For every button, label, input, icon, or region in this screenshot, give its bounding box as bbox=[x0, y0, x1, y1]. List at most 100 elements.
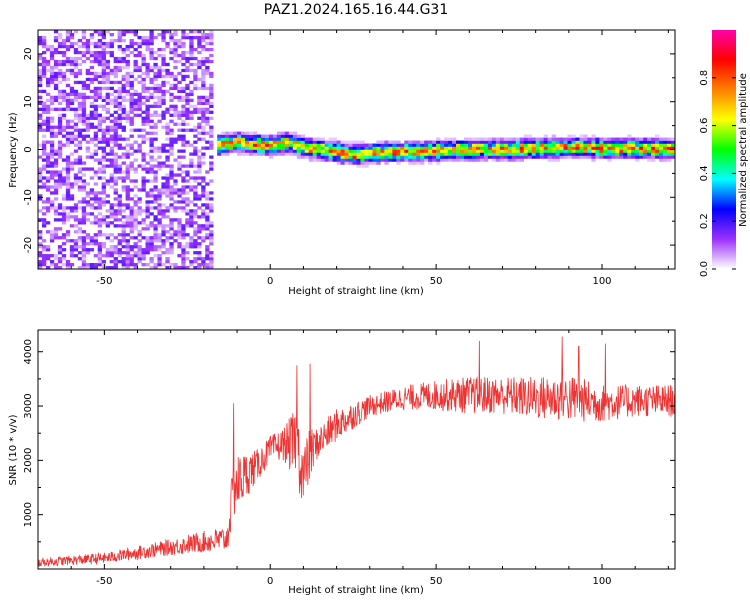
heatmap-cell bbox=[81, 128, 87, 132]
heatmap-cell bbox=[81, 173, 87, 177]
heatmap-cell bbox=[97, 104, 102, 108]
heatmap-cell bbox=[392, 143, 397, 147]
heatmap-cell bbox=[559, 137, 564, 141]
heatmap-cell bbox=[121, 83, 126, 88]
heatmap-cell bbox=[647, 152, 652, 156]
heatmap-cell bbox=[81, 44, 87, 49]
heatmap-cell bbox=[77, 101, 83, 105]
heatmap-cell bbox=[57, 227, 63, 231]
heatmap-cell bbox=[193, 239, 198, 243]
heatmap-cell bbox=[384, 158, 389, 162]
heatmap-cell bbox=[101, 149, 106, 153]
heatmap-cell bbox=[173, 206, 178, 210]
heatmap-cell bbox=[543, 143, 548, 147]
heatmap-cell bbox=[193, 209, 198, 213]
heatmap-cell bbox=[185, 128, 190, 132]
heatmap-cell bbox=[133, 101, 138, 105]
heatmap-cell bbox=[651, 146, 656, 150]
heatmap-cell bbox=[77, 155, 83, 159]
heatmap-cell bbox=[603, 137, 608, 141]
heatmap-cell bbox=[157, 167, 162, 171]
heatmap-cell bbox=[157, 245, 162, 249]
heatmap-cell bbox=[101, 155, 106, 159]
heatmap-cell bbox=[201, 239, 206, 243]
heatmap-cell bbox=[165, 182, 170, 186]
heatmap-cell bbox=[272, 149, 278, 153]
heatmap-cell bbox=[125, 215, 130, 219]
heatmap-cell bbox=[109, 245, 114, 249]
heatmap-cell bbox=[523, 137, 528, 141]
heatmap-cell bbox=[161, 209, 166, 213]
heatmap-cell bbox=[205, 194, 210, 198]
heatmap-cell bbox=[328, 158, 333, 162]
heatmap-cell bbox=[129, 257, 134, 261]
heatmap-cell bbox=[436, 140, 441, 144]
heatmap-cell bbox=[181, 248, 186, 252]
heatmap-cell bbox=[655, 152, 660, 156]
heatmap-cell bbox=[157, 71, 162, 76]
heatmap-cell bbox=[129, 260, 134, 264]
heatmap-cell bbox=[97, 212, 102, 216]
heatmap-cell bbox=[396, 155, 401, 159]
y-tick-label: 3000 bbox=[23, 393, 34, 418]
heatmap-cell bbox=[308, 143, 314, 147]
heatmap-cell bbox=[101, 77, 106, 82]
heatmap-cell bbox=[38, 128, 43, 132]
heatmap-cell bbox=[408, 158, 413, 162]
heatmap-cell bbox=[173, 32, 178, 37]
heatmap-cell bbox=[45, 128, 51, 132]
heatmap-cell bbox=[61, 59, 67, 64]
heatmap-cell bbox=[85, 140, 91, 144]
heatmap-cell bbox=[93, 149, 99, 153]
heatmap-cell bbox=[45, 77, 51, 82]
heatmap-cell bbox=[189, 56, 194, 61]
heatmap-cell bbox=[89, 104, 95, 108]
heatmap-cell bbox=[161, 38, 166, 43]
heatmap-cell bbox=[85, 155, 91, 159]
heatmap-cell bbox=[320, 149, 325, 153]
heatmap-cell bbox=[631, 149, 636, 153]
heatmap-cell bbox=[237, 146, 242, 150]
heatmap-cell bbox=[280, 137, 286, 141]
heatmap-cell bbox=[599, 137, 604, 141]
heatmap-cell bbox=[169, 185, 174, 189]
heatmap-cell bbox=[85, 125, 91, 129]
heatmap-cell bbox=[344, 143, 349, 147]
heatmap-cell bbox=[121, 221, 126, 225]
heatmap-cell bbox=[452, 143, 457, 147]
heatmap-cell bbox=[659, 155, 664, 159]
heatmap-cell bbox=[53, 206, 59, 210]
heatmap-cell bbox=[396, 161, 401, 165]
heatmap-cell bbox=[93, 104, 99, 108]
heatmap-cell bbox=[45, 266, 51, 270]
heatmap-cell bbox=[320, 152, 325, 156]
heatmap-cell bbox=[412, 143, 417, 147]
heatmap-cell bbox=[165, 224, 170, 228]
heatmap-cell bbox=[260, 149, 266, 153]
heatmap-cell bbox=[117, 239, 122, 243]
heatmap-cell bbox=[61, 236, 67, 240]
heatmap-cell bbox=[189, 35, 194, 40]
heatmap-cell bbox=[288, 152, 294, 156]
heatmap-cell bbox=[444, 137, 449, 141]
heatmap-cell bbox=[364, 152, 369, 156]
heatmap-cell bbox=[308, 158, 314, 162]
heatmap-cell bbox=[81, 30, 87, 34]
heatmap-cell bbox=[93, 53, 99, 58]
heatmap-cell bbox=[57, 107, 63, 111]
heatmap-cell bbox=[113, 203, 118, 207]
heatmap-cell bbox=[181, 113, 186, 117]
heatmap-cell bbox=[93, 116, 99, 120]
heatmap-cell bbox=[53, 74, 59, 79]
heatmap-cell bbox=[65, 206, 71, 210]
heatmap-cell bbox=[149, 65, 154, 70]
heatmap-cell bbox=[97, 200, 102, 204]
heatmap-cell bbox=[181, 134, 186, 138]
heatmap-cell bbox=[185, 122, 190, 126]
heatmap-cell bbox=[173, 191, 178, 195]
heatmap-cell bbox=[145, 137, 150, 141]
heatmap-cell bbox=[507, 146, 513, 150]
heatmap-cell bbox=[440, 146, 445, 150]
heatmap-cell bbox=[41, 134, 47, 138]
heatmap-cell bbox=[93, 95, 99, 100]
